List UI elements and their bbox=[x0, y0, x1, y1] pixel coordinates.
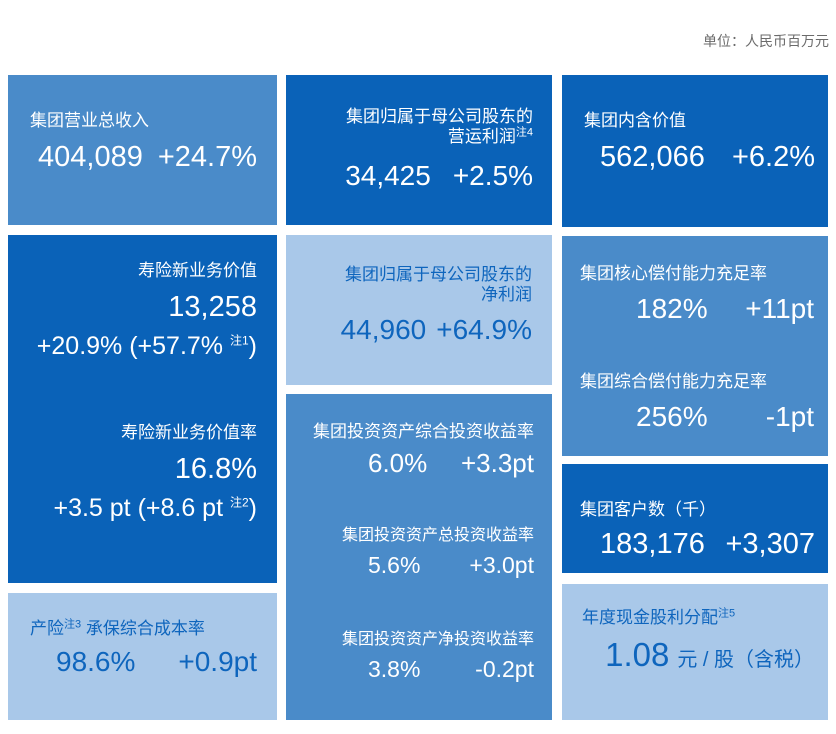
metric-value: 34,425 bbox=[345, 160, 431, 191]
footnote-marker: 注1 bbox=[229, 333, 249, 348]
footnote-marker: 注3 bbox=[64, 618, 82, 631]
delta-text: +3.5 pt (+8.6 pt bbox=[53, 494, 230, 522]
title-text: 营运利润 bbox=[447, 127, 516, 146]
metric-title-line2: 营运利润注4 bbox=[302, 127, 533, 147]
metric-value: 98.6% bbox=[56, 646, 136, 677]
delta-close: ) bbox=[248, 332, 257, 360]
tile-life-nbv: 寿险新业务价值 13,258 +20.9% (+57.7% 注1) 寿险新业务价… bbox=[8, 235, 277, 583]
metric-title: 集团核心偿付能力充足率 bbox=[580, 264, 767, 283]
metric-nbv: 寿险新业务价值 13,258 +20.9% (+57.7% 注1) bbox=[24, 261, 257, 361]
metric-value-suffix: 元 / 股（含税） bbox=[677, 649, 814, 671]
metric-title: 集团客户数（千） bbox=[580, 500, 716, 519]
metric-value: 562,066 bbox=[600, 141, 705, 173]
metric-title: 产险注3 承保综合成本率 bbox=[30, 619, 257, 639]
tile-net-profit: 集团归属于母公司股东的 净利润 44,960 +64.9% bbox=[286, 235, 552, 385]
value-row: 256% -1pt bbox=[580, 400, 814, 434]
metric-delta: +20.9% (+57.7% 注1) bbox=[24, 331, 257, 361]
value-row: 6.0% +3.3pt bbox=[304, 448, 534, 478]
metric-title: 年度现金股利分配注5 bbox=[582, 608, 814, 628]
metric-title: 集团投资资产综合投资收益率 bbox=[313, 422, 534, 441]
tile-solvency: 集团核心偿付能力充足率 182% +11pt 集团综合偿付能力充足率 256% … bbox=[562, 236, 828, 456]
metric-title-line2: 净利润 bbox=[481, 285, 532, 304]
metric-delta: +2.5% bbox=[452, 160, 533, 191]
metric-delta: +11pt bbox=[745, 293, 814, 324]
metric-value: 5.6% bbox=[368, 552, 421, 578]
metric-value: 404,089 bbox=[38, 141, 143, 173]
metric-delta: +3,307 bbox=[725, 528, 815, 560]
metric-title: 集团投资资产总投资收益率 bbox=[341, 527, 534, 544]
metric-value: 13,258 bbox=[168, 291, 257, 323]
tile-combined-ratio: 产险注3 承保综合成本率 98.6% +0.9pt bbox=[8, 593, 277, 720]
value-row: 1.08 元 / 股（含税） bbox=[582, 636, 814, 674]
metric-value: 183,176 bbox=[600, 528, 705, 560]
value-row: 34,425 +2.5% bbox=[302, 159, 533, 193]
metric-value: 44,960 bbox=[340, 314, 427, 345]
metric-title-line1: 集团归属于母公司股东的 bbox=[345, 265, 532, 284]
metric-title: 集团内含价值 bbox=[584, 111, 686, 130]
metric-title: 集团综合偿付能力充足率 bbox=[580, 372, 767, 391]
metric-delta: +6.2% bbox=[731, 141, 815, 173]
footnote-marker: 注4 bbox=[515, 126, 533, 139]
metric-delta: +3.3pt bbox=[460, 448, 534, 478]
value-row: 98.6% +0.9pt bbox=[30, 645, 257, 679]
metric-delta: -0.2pt bbox=[475, 656, 534, 682]
metric-delta: +24.7% bbox=[157, 141, 257, 173]
metric-value: 182% bbox=[636, 293, 708, 324]
value-row: 404,089 +24.7% bbox=[30, 139, 263, 175]
footnote-marker: 注2 bbox=[229, 495, 249, 510]
title-rest: 承保综合成本率 bbox=[81, 619, 205, 638]
metric-comprehensive-yield: 集团投资资产综合投资收益率 6.0% +3.3pt bbox=[304, 422, 534, 478]
tile-operating-profit: 集团归属于母公司股东的 营运利润注4 34,425 +2.5% bbox=[286, 75, 552, 225]
metric-core-solvency: 集团核心偿付能力充足率 182% +11pt bbox=[580, 264, 814, 326]
value-row: 44,960 +64.9% bbox=[302, 313, 532, 347]
tile-group-revenue: 集团营业总收入 404,089 +24.7% bbox=[8, 75, 277, 225]
metric-delta: -1pt bbox=[765, 401, 814, 432]
value-row: 562,066 +6.2% bbox=[584, 139, 815, 175]
value-row: 182% +11pt bbox=[580, 292, 814, 326]
metric-delta: +3.0pt bbox=[469, 552, 534, 578]
metric-delta: +64.9% bbox=[436, 314, 532, 345]
delta-close: ) bbox=[248, 494, 257, 522]
metric-title: 寿险新业务价值 bbox=[138, 261, 257, 280]
metric-value: 256% bbox=[636, 401, 708, 432]
title-text: 年度现金股利分配 bbox=[582, 608, 718, 627]
metric-delta: +3.5 pt (+8.6 pt 注2) bbox=[24, 493, 257, 523]
metric-delta: +0.9pt bbox=[178, 646, 257, 677]
tile-embedded-value: 集团内含价值 562,066 +6.2% bbox=[562, 75, 828, 227]
metric-comprehensive-solvency: 集团综合偿付能力充足率 256% -1pt bbox=[580, 372, 814, 434]
metric-net-yield: 集团投资资产净投资收益率 3.8% -0.2pt bbox=[304, 630, 534, 682]
metric-value: 16.8% bbox=[174, 453, 257, 485]
metric-value: 6.0% bbox=[368, 448, 428, 478]
value-row: 5.6% +3.0pt bbox=[304, 552, 534, 578]
footnote-marker: 注5 bbox=[718, 607, 736, 620]
tile-investment-yields: 集团投资资产综合投资收益率 6.0% +3.3pt 集团投资资产总投资收益率 5… bbox=[286, 394, 552, 720]
delta-text: +20.9% (+57.7% bbox=[36, 332, 230, 360]
metric-title: 集团投资资产净投资收益率 bbox=[341, 631, 534, 648]
value-row: 3.8% -0.2pt bbox=[304, 656, 534, 682]
metric-value: 3.8% bbox=[368, 656, 421, 682]
unit-label: 单位：人民币百万元 bbox=[703, 33, 829, 49]
metric-title: 集团营业总收入 bbox=[30, 111, 149, 130]
metric-nbv-margin: 寿险新业务价值率 16.8% +3.5 pt (+8.6 pt 注2) bbox=[24, 423, 257, 523]
metric-title: 寿险新业务价值率 bbox=[121, 423, 257, 442]
title-text: 产险 bbox=[30, 619, 64, 638]
metric-total-yield: 集团投资资产总投资收益率 5.6% +3.0pt bbox=[304, 526, 534, 578]
value-row: 183,176 +3,307 bbox=[580, 526, 815, 562]
tile-dividend: 年度现金股利分配注5 1.08 元 / 股（含税） bbox=[562, 584, 828, 720]
metric-title-line1: 集团归属于母公司股东的 bbox=[346, 107, 533, 126]
tile-customers: 集团客户数（千） 183,176 +3,307 bbox=[562, 464, 828, 573]
metric-value: 1.08 bbox=[605, 636, 670, 673]
